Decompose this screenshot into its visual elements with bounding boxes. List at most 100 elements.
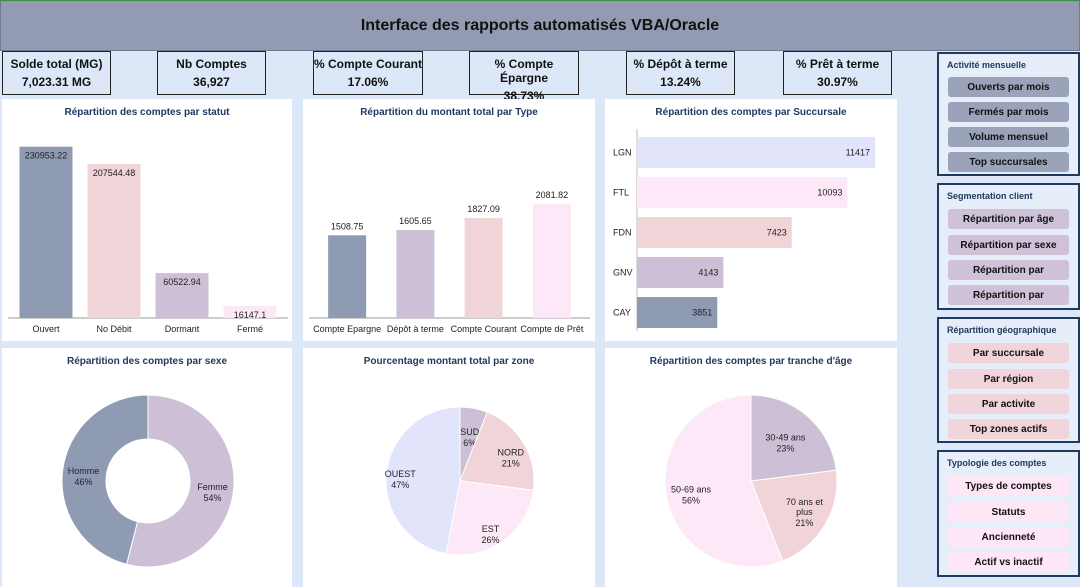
menu-title: Typologie des comptes (947, 458, 1047, 468)
pie-chart-zone: SUD 6% NORD 21% EST 26% OUEST 47% (385, 406, 535, 556)
kpi-depot-terme: % Dépôt à terme 13.24% (626, 51, 735, 95)
pie-slice (445, 480, 534, 556)
chart-panel-type: Répartition du montant total par Type 15… (303, 99, 595, 341)
tick-label: Compte Epargne (313, 324, 381, 334)
tick-label: Ouvert (32, 324, 60, 334)
button-par-succursale[interactable]: Par succursale (948, 343, 1069, 363)
tick-label: Fermé (237, 324, 263, 334)
tick-label: No Débit (96, 324, 132, 334)
button-types-de-comptes[interactable]: Types de comptes (948, 476, 1069, 496)
data-label: 3851 (692, 308, 712, 318)
slice-label: Femme 54% (197, 482, 228, 503)
pie-slice (664, 394, 784, 568)
bar (532, 203, 571, 318)
slice-label: 30-49 ans 23% (765, 433, 806, 454)
tick-label: Compte Courant (451, 324, 518, 334)
kpi-label: Nb Comptes (176, 57, 247, 71)
slice-label: OUEST 47% (385, 469, 417, 490)
chart-title: Pourcentage montant total par zone (363, 356, 535, 367)
kpi-label: % Prêt à terme (795, 57, 880, 71)
bar (637, 217, 792, 248)
data-label: 2081.82 (536, 190, 569, 200)
kpi-compte-courant: % Compte Courant 17.06% (313, 51, 423, 95)
kpi-nb-comptes: Nb Comptes 36,927 (157, 51, 266, 95)
bar (19, 146, 73, 318)
button-par-activite[interactable]: Par activite (948, 394, 1069, 414)
button-top-zones-actifs[interactable]: Top zones actifs (948, 419, 1069, 439)
button-top-succursales[interactable]: Top succursales (948, 152, 1069, 172)
tick-label: Dormant (165, 324, 200, 334)
pie-slice (126, 394, 235, 568)
kpi-compte-epargne: % Compte Épargne 38.73% (469, 51, 579, 103)
slice-label: SUD 6% (460, 427, 480, 448)
pie-slice (385, 406, 461, 555)
button-volume-mensuel[interactable]: Volume mensuel (948, 127, 1069, 147)
kpi-label: Solde total (MG) (10, 57, 103, 71)
kpi-label: % Compte Courant (314, 57, 422, 71)
data-label: 1508.75 (331, 221, 364, 231)
data-label: 16147.1 (234, 310, 267, 320)
tick-label: LGN (613, 148, 632, 158)
button-repartition-par-2[interactable]: Répartition par (948, 285, 1069, 305)
tick-label: Compte de Prêt (520, 324, 584, 334)
data-label: 11417 (846, 148, 870, 158)
pie-slice (750, 394, 837, 482)
button-statuts[interactable]: Statuts (948, 502, 1069, 522)
bar (87, 164, 141, 318)
bar-chart-statut: 230953.22 Ouvert 207544.48 No Débit 60522.94… (8, 146, 288, 334)
data-label: 7423 (767, 228, 787, 238)
menu-title: Activité mensuelle (947, 60, 1027, 70)
data-label: 230953.22 (25, 151, 68, 161)
bar (637, 177, 848, 208)
data-label: 4143 (698, 268, 718, 278)
button-ouverts-par-mois[interactable]: Ouverts par mois (948, 77, 1069, 97)
button-repartition-age[interactable]: Répartition par âge (948, 209, 1069, 229)
data-label: 1827.09 (467, 204, 500, 214)
chart-panel-age: Répartition des comptes par tranche d'âg… (605, 348, 897, 587)
kpi-value: 13.24% (660, 75, 701, 89)
button-actif-vs-inactif[interactable]: Actif vs inactif (948, 552, 1069, 572)
tick-label: Dépôt à terme (387, 324, 444, 334)
bar (328, 235, 367, 318)
chart-title: Répartition des comptes par sexe (66, 356, 228, 367)
kpi-value: 7,023.31 MG (21, 75, 92, 89)
bar (396, 230, 435, 318)
pie-slice (459, 411, 535, 491)
menu-title: Répartition géographique (947, 325, 1057, 335)
pie-slice (750, 469, 838, 562)
button-anciennete[interactable]: Ancienneté (948, 527, 1069, 547)
button-repartition-sexe[interactable]: Répartition par sexe (948, 235, 1069, 255)
menu-title: Segmentation client (947, 191, 1033, 201)
chart-title: Répartition du montant total par Type (360, 107, 538, 118)
slice-label: 70 ans et plus 21% (786, 497, 824, 528)
chart-panel-statut: Répartition des comptes par statut 23095… (2, 99, 292, 341)
chart-panel-succursale: Répartition des comptes par Succursale 1… (605, 99, 897, 341)
menu-typologie-comptes: Typologie des comptes Types de comptes S… (937, 450, 1080, 577)
chart-title: Répartition des comptes par tranche d'âg… (649, 356, 853, 367)
chart-title: Répartition des comptes par statut (64, 107, 230, 118)
button-repartition-par-1[interactable]: Répartition par (948, 260, 1069, 280)
kpi-value: 36,927 (193, 75, 230, 89)
slice-label: NORD 21% (498, 448, 525, 469)
data-label: 1605.65 (399, 216, 432, 226)
data-label: 60522.94 (163, 277, 201, 287)
button-fermes-par-mois[interactable]: Fermés par mois (948, 102, 1069, 122)
data-label: 207544.48 (93, 168, 136, 178)
bar-chart-type: 1508.75 Compte Epargne 1605.65 Dépôt à term… (309, 190, 590, 334)
bar (223, 306, 277, 318)
kpi-label: % Dépôt à terme (633, 57, 728, 71)
slice-label: 50-69 ans 56% (671, 484, 712, 505)
button-par-region[interactable]: Par région (948, 369, 1069, 389)
kpi-pret-terme: % Prêt à terme 30.97% (783, 51, 892, 95)
bar (637, 257, 724, 288)
bar (464, 217, 503, 318)
slice-label: EST 26% (482, 524, 500, 545)
bar (637, 137, 875, 168)
tick-label: FTL (613, 188, 629, 198)
menu-repartition-geographique: Répartition géographique Par succursale … (937, 317, 1080, 443)
slice-label: Homme 46% (68, 466, 100, 487)
chart-panel-zone: Pourcentage montant total par zone SUD 6%… (303, 348, 595, 587)
menu-activite-mensuelle: Activité mensuelle Ouverts par mois Ferm… (937, 52, 1080, 176)
page-title: Interface des rapports automatisés VBA/O… (360, 16, 720, 34)
pie-slice (61, 394, 149, 565)
